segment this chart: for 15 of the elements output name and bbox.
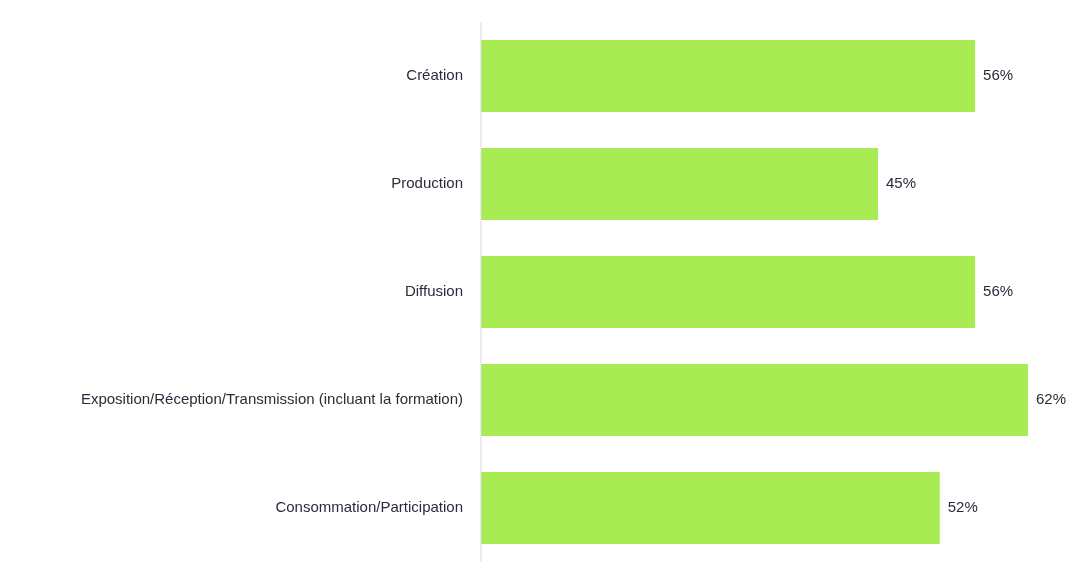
bar: [481, 364, 1028, 436]
bar: [481, 256, 976, 328]
data-label: 56%: [983, 65, 1014, 83]
data-label: 52%: [947, 497, 978, 515]
y-tick-label: Diffusion: [404, 281, 463, 299]
data-label: 62%: [1036, 389, 1067, 407]
y-tick-label: Création: [406, 65, 463, 83]
y-tick-label: Production: [391, 173, 463, 191]
bar: [481, 148, 879, 220]
data-label: 45%: [886, 173, 917, 191]
data-label: 56%: [983, 281, 1014, 299]
bar: [481, 472, 940, 544]
y-tick-label: Exposition/Réception/Transmission (incluant la formation): [80, 389, 463, 407]
y-tick-label: Consommation/Participation: [275, 497, 463, 515]
bar: [481, 40, 976, 112]
